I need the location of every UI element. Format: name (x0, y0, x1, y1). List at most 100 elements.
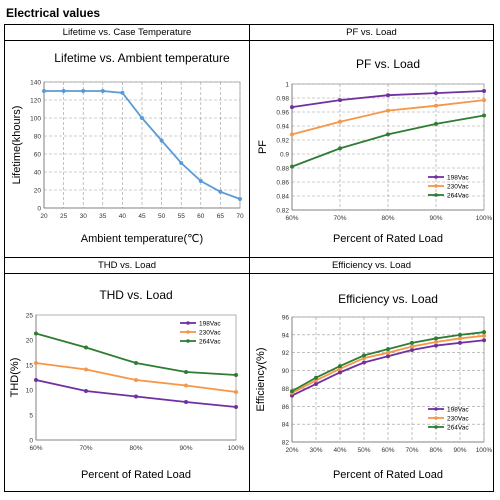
x-tick-label: 80% (429, 447, 442, 454)
data-point (234, 373, 238, 377)
data-point (410, 348, 414, 353)
x-axis-label: Percent of Rated Load (333, 233, 443, 245)
legend-label: 198Vac (447, 407, 469, 414)
legend-marker (434, 407, 438, 411)
y-tick-label: 20 (26, 338, 34, 345)
thd-chart: THD vs. Load 0 5 10 15 20 25 60% 70% 80% 90% 100% Pe… (9, 288, 245, 481)
data-point (134, 378, 138, 382)
y-tick-label: 60 (34, 152, 42, 159)
y-tick-label: 84 (282, 422, 290, 429)
x-tick-label: 65 (217, 213, 225, 220)
x-tick-label: 35 (99, 213, 107, 220)
data-point (184, 400, 188, 404)
x-tick-label: 70 (236, 213, 244, 220)
data-point (198, 179, 203, 183)
lifetime-chart: Lifetime vs. Ambient temperature02040608… (11, 51, 244, 245)
data-point (159, 138, 164, 143)
legend-label: 230Vac (447, 416, 469, 423)
data-point (120, 90, 125, 95)
pf-chart: PF vs. Load 0.82 0.84 0.86 0.88 0.9 0.92 0.94 0.… (257, 57, 492, 245)
data-point (482, 98, 486, 103)
data-point (179, 161, 184, 165)
x-tick-label: 100% (476, 447, 492, 454)
data-point (100, 89, 105, 93)
x-tick-label: 60% (29, 445, 42, 452)
y-tick-label: 10 (26, 388, 34, 395)
data-point (290, 132, 294, 137)
data-point (290, 164, 294, 169)
x-tick-label: 20% (285, 447, 298, 454)
y-tick-label: 40 (34, 170, 42, 177)
x-tick-label: 40 (119, 213, 127, 220)
x-tick-label: 90% (453, 447, 466, 454)
data-point (458, 340, 462, 345)
data-point (234, 405, 238, 409)
x-tick-label: 100% (228, 445, 245, 452)
y-tick-label: 86 (282, 404, 290, 411)
grid-vertical-divider (249, 25, 250, 491)
y-tick-label: 0 (29, 438, 33, 445)
x-tick-label: 45 (138, 213, 146, 220)
y-tick-label: 82 (282, 440, 290, 447)
data-point (482, 89, 486, 93)
y-tick-label: 0.88 (276, 166, 289, 173)
data-point (238, 197, 242, 201)
data-point (434, 91, 438, 96)
data-point (84, 389, 88, 393)
page-title: Electrical values (6, 6, 101, 20)
x-tick-label: 30% (309, 447, 322, 454)
y-tick-label: 0.86 (276, 180, 289, 187)
legend-marker (434, 425, 438, 429)
x-tick-label: 25 (60, 213, 68, 220)
y-axis-label: Efficiency(%) (255, 348, 267, 412)
cell-header-pf: PF vs. Load (250, 25, 493, 41)
data-point (34, 378, 38, 382)
data-point (386, 354, 390, 359)
data-point (386, 108, 390, 113)
legend-marker (434, 175, 438, 179)
x-tick-label: 60 (197, 213, 205, 220)
y-tick-label: 140 (30, 80, 41, 87)
data-point (140, 116, 144, 120)
y-tick-label: 100 (30, 116, 41, 123)
data-point (386, 350, 390, 355)
x-axis-label: Ambient temperature(℃) (81, 233, 203, 245)
electrical-values-grid: Lifetime vs. Case Temperature PF vs. Loa… (4, 24, 494, 492)
data-point (84, 367, 88, 372)
y-tick-label: 1 (285, 82, 289, 89)
x-tick-label: 90% (179, 445, 192, 452)
data-point (338, 119, 342, 124)
legend-label: 198Vac (199, 321, 221, 328)
x-tick-label: 70% (333, 215, 346, 222)
x-tick-label: 55 (178, 213, 186, 220)
y-tick-label: 88 (282, 386, 290, 393)
data-point (386, 347, 390, 352)
data-point (434, 340, 438, 344)
legend-label: 264Vac (199, 339, 221, 346)
data-point (362, 360, 366, 365)
legend-marker (434, 416, 438, 420)
data-point (184, 383, 188, 388)
data-point (81, 89, 86, 93)
data-point (386, 93, 390, 98)
y-tick-label: 0.96 (276, 110, 289, 117)
y-axis-label: THD(%) (9, 358, 21, 398)
y-tick-label: 90 (282, 368, 290, 375)
data-point (290, 389, 294, 394)
y-tick-label: 120 (30, 98, 41, 105)
y-tick-label: 0 (37, 206, 41, 213)
x-tick-label: 60% (285, 215, 298, 222)
data-point (314, 375, 318, 380)
legend-label: 264Vac (447, 193, 469, 200)
cell-header-efficiency: Efficiency vs. Load (250, 258, 493, 274)
data-point (42, 89, 46, 93)
y-tick-label: 5 (29, 413, 33, 420)
x-tick-label: 20 (40, 213, 48, 220)
y-tick-label: 0.84 (276, 194, 289, 201)
data-point (338, 370, 342, 375)
x-tick-label: 100% (476, 215, 492, 222)
data-point (34, 331, 38, 336)
chart-title: THD vs. Load (99, 288, 172, 302)
y-axis-label: Lifetime(khours) (11, 106, 23, 185)
data-point (338, 98, 342, 103)
